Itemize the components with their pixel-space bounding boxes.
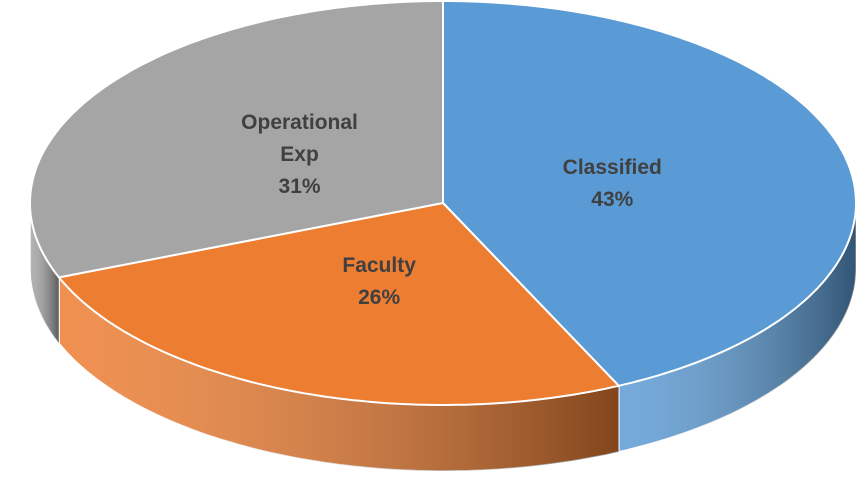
pie-side-shade [618,203,856,452]
pie-side-shade [59,277,619,471]
category-label: Classified [562,156,662,180]
category-label: Faculty [342,253,416,277]
pie-slice [442,0,856,387]
data-label: Faculty 26% [304,250,454,314]
value-label: 31% [278,175,321,199]
data-label: Operational Exp 31% [225,107,375,203]
category-label: Operational Exp [241,111,358,167]
pie-slice [29,0,444,279]
data-label: Classified 43% [537,152,687,216]
value-label: 43% [591,188,634,212]
value-label: 26% [358,285,401,309]
pie-side-shade [30,203,59,344]
pie-slice [57,201,621,406]
